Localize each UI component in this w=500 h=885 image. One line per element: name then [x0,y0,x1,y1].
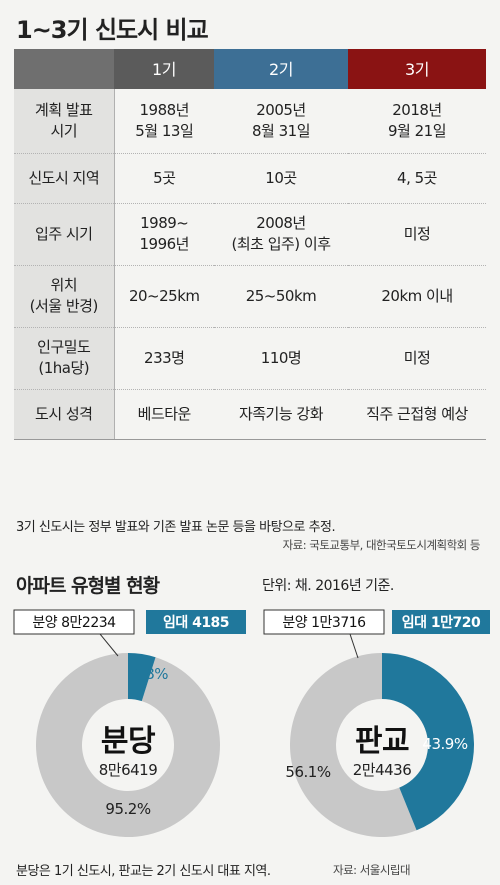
header-gen1: 1기 [114,49,214,89]
row-header: 신도시 지역 [14,153,115,204]
bundang-center-label: 분당 [101,724,156,759]
bundang-rental-box [146,610,246,634]
table-cell: 2018년 9월 21일 [348,89,486,154]
pangyo-sale-box [263,609,385,635]
pangyo-rental-value: 임대 1만720 [402,615,481,631]
pangyo-center-value: 2만4436 [353,761,412,779]
row-header: 도시 성격 [14,389,115,440]
row-character: 도시 성격 베드타운 자족기능 강화 직주 근접형 예상 [14,389,486,440]
bundang-sale-percent: 95.2% [105,800,150,818]
section-unit: 단위: 채. 2016년 기준. [262,578,394,594]
pangyo-center-label: 판교 [355,724,409,759]
pangyo-rental-percent: 43.9% [422,735,467,753]
header-gen3: 3기 [348,49,486,89]
pangyo-sale-value: 분양 1만3716 [282,615,366,631]
table-cell: 110명 [214,327,348,390]
comparison-table: 1기 2기 3기 계획 발표 시기 1988년 5월 13일 2005년 8월 31일 20… [14,49,486,440]
header-blank [14,49,114,89]
row-header: 인구밀도 (1ha당) [14,327,115,390]
row-header: 입주 시기 [14,203,115,266]
pangyo-rental-slice [382,653,475,831]
table-cell: 5곳 [114,153,214,204]
table-cell: 1989~ 1996년 [114,203,214,266]
table-cell: 2008년 (최초 입주) 이후 [214,203,348,266]
section-title: 아파트 유형별 현황 [16,575,160,597]
pangyo-sale-slice [290,653,417,837]
table-header-row: 1기 2기 3기 [14,49,486,89]
pangyo-rental-box [392,610,490,634]
row-announce: 계획 발표 시기 1988년 5월 13일 2005년 8월 31일 2018년 9월 21일 [14,89,486,154]
header-gen2: 2기 [214,49,348,89]
bundang-center-value: 8만6419 [99,761,158,779]
table-cell: 자족기능 강화 [214,389,348,440]
row-regions: 신도시 지역 5곳 10곳 4, 5곳 [14,153,486,204]
table-note: 3기 신도시는 정부 발표와 기존 발표 논문 등을 바탕으로 추정. [16,520,336,535]
pangyo-sale-percent: 56.1% [285,763,330,781]
table-cell: 베드타운 [114,389,214,440]
row-location: 위치 (서울 반경) 20~25km 25~50km 20km 이내 [14,265,486,328]
bundang-rental-slice [128,653,156,702]
table-cell: 25~50km [214,265,348,328]
table-cell: 미정 [348,203,486,266]
bundang-sale-value: 분양 8만2234 [32,615,116,631]
table-cell: 4, 5곳 [348,153,486,204]
row-density: 인구밀도 (1ha당) 233명 110명 미정 [14,327,486,390]
table-cell: 20km 이내 [348,265,486,328]
bundang-sale-slice [36,653,220,837]
table-source: 자료: 국토교통부, 대한국토도시계획학회 등 [282,538,481,552]
table-cell: 10곳 [214,153,348,204]
row-header: 계획 발표 시기 [14,89,115,154]
table-cell: 2005년 8월 31일 [214,89,348,154]
donut-charts: 분당 8만6419 95.2% 4.8% 분양 8만2234 임대 4185 판교 2만443… [13,609,490,837]
bundang-rental-value: 임대 4185 [163,615,229,631]
table-cell: 20~25km [114,265,214,328]
bottom-note: 분당은 1기 신도시, 판교는 2기 신도시 대표 지역. [16,864,271,879]
bottom-source: 자료: 서울시립대 [333,863,411,877]
pangyo-leader-line [349,633,359,659]
row-header: 위치 (서울 반경) [14,265,115,328]
table-cell: 미정 [348,327,486,390]
table-cell: 직주 근접형 예상 [348,389,486,440]
bundang-sale-box [13,609,135,635]
page-title: 1~3기 신도시 비교 [16,16,209,44]
row-movein: 입주 시기 1989~ 1996년 2008년 (최초 입주) 이후 미정 [14,203,486,266]
bundang-leader-line [99,633,119,657]
table-cell: 1988년 5월 13일 [114,89,214,154]
bundang-rental-percent: 4.8% [132,665,168,683]
table-cell: 233명 [114,327,214,390]
